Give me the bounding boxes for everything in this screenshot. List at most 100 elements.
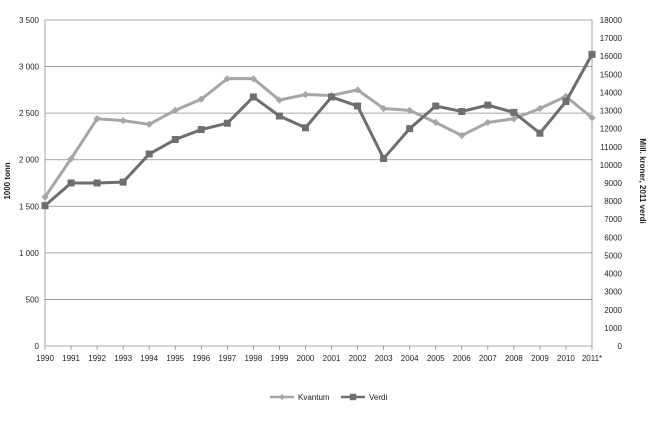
data-point <box>171 136 179 144</box>
x-tick-label: 1993 <box>114 354 132 363</box>
x-tick-label: 2000 <box>297 354 315 363</box>
y-right-tick-label: 15000 <box>600 70 623 79</box>
x-tick-label: 1999 <box>271 354 289 363</box>
y-right-tick-label: 5000 <box>604 251 622 260</box>
x-tick-label: 1996 <box>192 354 210 363</box>
data-point <box>249 75 257 83</box>
x-tick-label: 2002 <box>349 354 367 363</box>
y-right-tick-label: 0 <box>618 342 623 351</box>
data-point <box>510 108 518 116</box>
data-point <box>458 107 466 115</box>
data-point <box>67 155 75 163</box>
axes <box>44 20 593 350</box>
y-right-tick-label: 18000 <box>600 16 623 25</box>
data-point <box>197 126 205 134</box>
data-point <box>353 86 362 94</box>
data-point <box>301 124 309 132</box>
data-point <box>380 104 388 113</box>
data-point <box>588 114 596 122</box>
data-point <box>406 125 414 133</box>
x-tick-label: 1998 <box>244 354 262 363</box>
data-point <box>536 129 544 137</box>
y-left-tick-label: 500 <box>26 295 40 304</box>
data-point <box>328 93 336 101</box>
x-tick-label: 2008 <box>505 354 523 363</box>
y-left-tick-label: 1 000 <box>19 249 40 258</box>
data-point <box>484 118 492 127</box>
y-right-tick-label: 1000 <box>604 324 622 333</box>
y-right-tick-label: 7000 <box>604 215 622 224</box>
x-tick-label: 1997 <box>218 354 236 363</box>
data-point <box>588 50 596 58</box>
x-tick-label: 1991 <box>62 354 80 363</box>
series-verdi <box>41 50 596 210</box>
x-tick-label: 2010 <box>557 354 575 363</box>
y-right-tick-label: 8000 <box>604 197 622 206</box>
y-right-tick-label: 12000 <box>600 125 623 134</box>
x-tick-label: 2006 <box>453 354 471 363</box>
data-point <box>171 106 179 114</box>
x-tick-label: 2009 <box>531 354 549 363</box>
legend-swatch-marker <box>279 394 285 400</box>
data-point <box>197 95 205 103</box>
data-point <box>354 102 362 110</box>
data-point <box>510 115 518 123</box>
data-point <box>458 131 466 140</box>
series-line <box>43 77 593 198</box>
data-point <box>93 179 101 187</box>
y-right-tick-label: 17000 <box>600 34 623 43</box>
x-tick-label: 2005 <box>427 354 445 363</box>
data-point <box>223 75 231 83</box>
x-tick-label: 1994 <box>140 354 158 363</box>
y-axis-right-title: Mill. kroner, 2011 verdi <box>638 138 647 223</box>
legend-swatch-marker <box>349 393 357 401</box>
data-point <box>275 96 284 104</box>
y-right-tick-label: 14000 <box>600 88 623 97</box>
data-point <box>301 90 310 99</box>
data-point <box>484 101 492 109</box>
legend: Kvantum Verdi <box>270 393 387 402</box>
x-tick-label: 1990 <box>36 354 54 363</box>
y-right-tick-label: 9000 <box>604 179 622 188</box>
y-left-tick-label: 2 500 <box>19 109 40 118</box>
y-right-tick-label: 6000 <box>604 233 622 242</box>
y-right-tick-label: 4000 <box>604 270 622 279</box>
series-line <box>44 53 594 207</box>
data-point <box>41 193 49 201</box>
data-point <box>380 155 388 163</box>
y-left-tick-label: 3 500 <box>19 16 40 25</box>
data-point <box>67 179 75 187</box>
data-point <box>223 119 231 127</box>
x-tick-label: 1992 <box>88 354 106 363</box>
legend-label: Verdi <box>369 393 387 402</box>
y-left-tick-label: 3 000 <box>19 63 40 72</box>
data-point <box>249 93 257 101</box>
data-point <box>275 112 283 120</box>
data-point <box>145 150 153 158</box>
x-tick-label: 2004 <box>401 354 419 363</box>
data-point <box>119 116 127 125</box>
x-tick-label: 2003 <box>375 354 393 363</box>
x-tick-label: 2011* <box>582 354 602 363</box>
y-right-tick-label: 13000 <box>600 107 623 116</box>
data-point <box>432 102 440 110</box>
data-point <box>432 118 440 127</box>
y-right-tick-label: 2000 <box>604 306 622 315</box>
data-point <box>93 115 101 123</box>
legend-label: Kvantum <box>298 393 330 402</box>
data-point <box>562 98 570 105</box>
legend-item-verdi: Verdi <box>341 393 387 402</box>
data-point <box>41 202 49 210</box>
data-point <box>406 106 414 114</box>
y-right-tick-label: 11000 <box>600 143 622 152</box>
y-right-tick-label: 10000 <box>600 161 623 170</box>
y-left-tick-label: 1 500 <box>19 202 40 211</box>
y-left-tick-label: 0 <box>35 342 40 351</box>
gridlines <box>45 19 592 300</box>
y-right-tick-label: 3000 <box>604 288 622 297</box>
data-point <box>536 104 544 113</box>
y-left-tick-label: 2 000 <box>19 156 40 165</box>
